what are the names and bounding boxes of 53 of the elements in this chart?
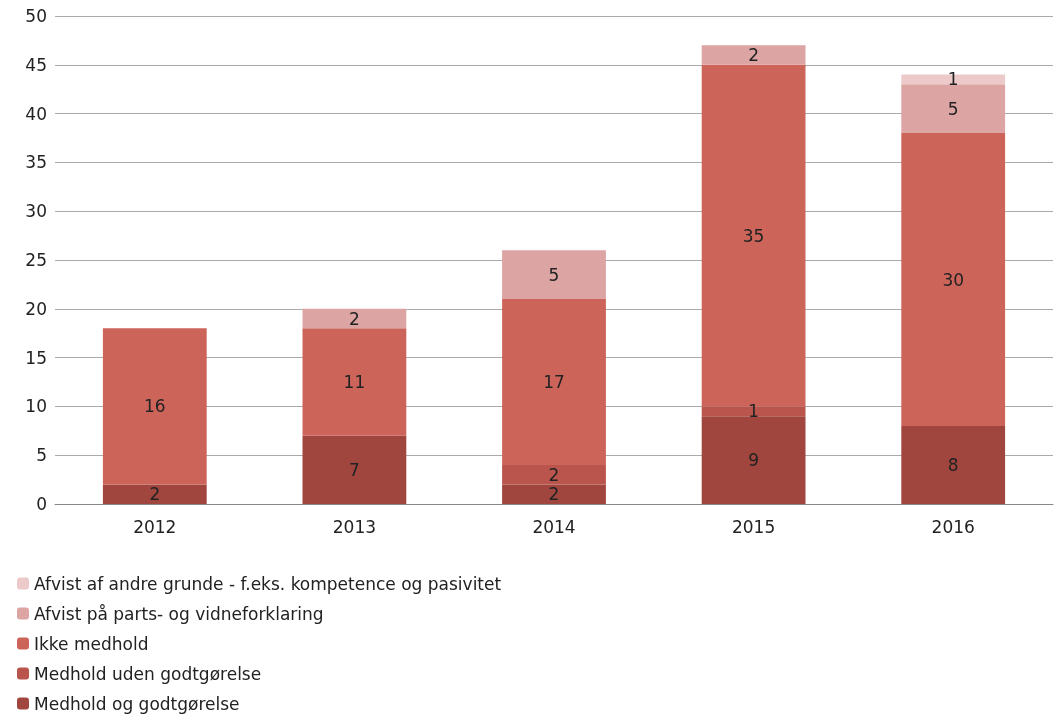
data-label: 2 — [748, 45, 760, 66]
data-label: 1 — [748, 401, 760, 422]
x-tick-label: 2012 — [133, 516, 177, 537]
y-tick-label: 15 — [25, 347, 47, 368]
bar — [701, 406, 806, 417]
y-tick-label: 45 — [25, 54, 47, 75]
bar — [901, 425, 1006, 504]
y-tick-label: 10 — [25, 396, 47, 417]
x-tick-label: 2014 — [532, 516, 576, 537]
data-label: 2 — [348, 308, 360, 329]
bar — [102, 328, 207, 485]
data-label: 35 — [742, 225, 765, 246]
y-tick-label: 0 — [36, 494, 47, 514]
legend-label: Afvist på parts- og vidneforklaring — [34, 603, 324, 624]
data-label: 8 — [947, 454, 959, 475]
x-tick-label: 2015 — [731, 516, 776, 537]
data-label: 11 — [343, 372, 366, 392]
bar — [502, 299, 606, 465]
legend-label: Afvist af andre grunde - f.eks. kompetence og pasivitet — [34, 573, 502, 594]
bar — [502, 464, 606, 485]
data-label: 16 — [143, 396, 166, 417]
bar — [302, 328, 407, 436]
legend-label: Medhold uden godtgørelse — [34, 663, 262, 684]
y-tick-label: 50 — [25, 6, 47, 26]
bar — [901, 84, 1006, 134]
data-label: 2 — [548, 484, 560, 505]
data-label: 30 — [942, 269, 965, 290]
data-label: 2 — [548, 464, 560, 485]
data-label: 9 — [748, 450, 760, 471]
bar — [102, 484, 207, 504]
bar — [302, 308, 407, 329]
y-tick-label: 35 — [25, 152, 47, 173]
data-label: 17 — [543, 372, 565, 392]
bar — [302, 435, 407, 504]
x-tick-label: 2013 — [332, 516, 377, 537]
y-tick-label: 40 — [25, 103, 47, 124]
bar — [502, 250, 606, 300]
data-label: 2 — [149, 484, 161, 505]
data-label: 1 — [947, 69, 959, 90]
legend-label: Ikke medhold — [34, 633, 149, 654]
y-tick-label: 30 — [25, 201, 47, 222]
legend-label: Medhold og godtgørelse — [34, 693, 240, 714]
y-tick-label: 25 — [25, 250, 47, 270]
data-label: 5 — [947, 98, 959, 119]
bar — [701, 416, 806, 504]
bar — [901, 133, 1006, 426]
y-tick-label: 5 — [36, 445, 47, 466]
data-label: 7 — [348, 459, 360, 480]
bar — [701, 45, 806, 65]
y-tick-label: 20 — [25, 298, 47, 319]
x-tick-label: 2016 — [931, 516, 975, 537]
bar — [502, 484, 606, 504]
data-label: 5 — [548, 264, 560, 285]
